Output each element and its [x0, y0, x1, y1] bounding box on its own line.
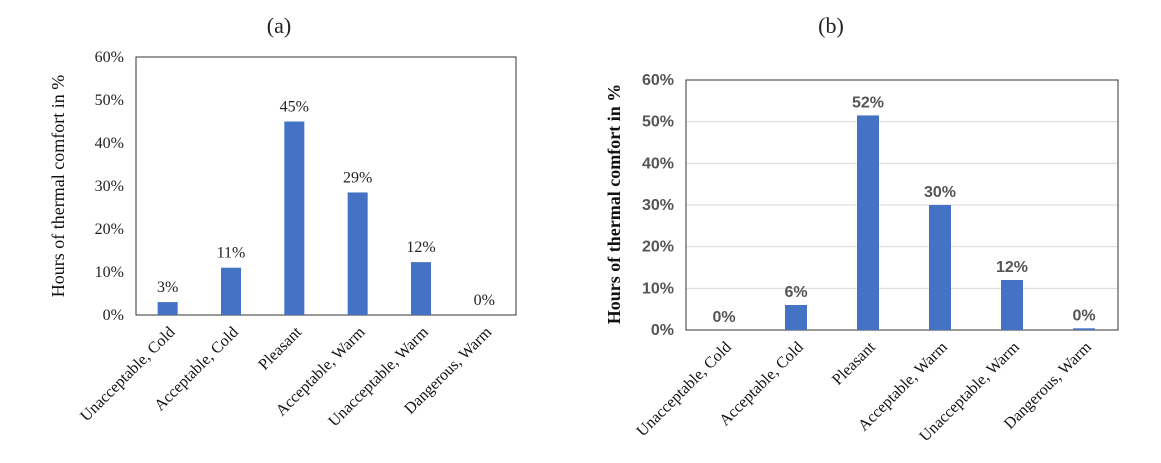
chart-a-data-label: 12% [406, 239, 435, 256]
chart-b-plot-frame [685, 79, 1119, 331]
chart-b-data-label: 0% [1072, 307, 1095, 324]
chart-b-bar [857, 115, 879, 331]
chart-b: (b) Hours of thermal comfort in % 0% 10% 2… [604, 13, 1119, 445]
chart-a-bar [347, 192, 368, 315]
chart-b-category-label: Unacceptable, Cold [634, 339, 735, 440]
chart-a-ytick-label: 10% [95, 264, 124, 281]
chart-b-data-label: 0% [712, 309, 735, 326]
chart-b-ylabel: Hours of thermal comfort in % [604, 84, 624, 324]
chart-b-ytick-label: 0% [651, 322, 674, 339]
chart-a-ylabel: Hours of thermal comfort in % [48, 75, 68, 297]
chart-b-ytick-label: 60% [642, 72, 674, 89]
chart-b-bar [929, 205, 951, 330]
chart-b-category-label: Pleasant [829, 338, 879, 388]
chart-a-ytick-label: 60% [95, 49, 124, 66]
chart-a: (a) Hours of thermal comfort in % 0% 10% 2… [48, 13, 517, 430]
chart-b-data-label: 52% [852, 94, 884, 111]
chart-a-category-label: Pleasant [255, 323, 305, 373]
chart-a-ytick-label: 50% [95, 92, 124, 109]
chart-b-data-label: 6% [784, 284, 807, 301]
chart-b-bar [1073, 328, 1095, 330]
chart-a-data-label: 3% [157, 279, 178, 296]
chart-b-ytick-label: 30% [642, 197, 674, 214]
chart-b-ytick-label: 20% [642, 239, 674, 256]
chart-a-title: (a) [267, 13, 291, 38]
chart-b-ytick-label: 10% [642, 280, 674, 297]
chart-a-ytick-label: 20% [95, 221, 124, 238]
chart-b-data-label: 12% [996, 259, 1028, 276]
chart-a-ytick-label: 0% [103, 307, 124, 324]
chart-a-bar [157, 302, 178, 315]
chart-a-bar [284, 121, 305, 315]
chart-b-ytick-label: 50% [642, 114, 674, 131]
chart-a-data-label: 45% [280, 99, 309, 116]
chart-b-bar [1001, 280, 1023, 330]
chart-a-data-label: 0% [474, 292, 495, 309]
chart-b-bar [785, 305, 807, 330]
chart-a-plot-frame [135, 56, 517, 316]
chart-a-ytick-label: 30% [95, 178, 124, 195]
chart-a-data-label: 29% [343, 169, 372, 186]
chart-a-ytick-label: 40% [95, 135, 124, 152]
chart-a-bar [411, 262, 431, 315]
chart-a-data-label: 11% [217, 245, 246, 262]
chart-b-title: (b) [818, 13, 844, 38]
chart-b-ytick-label: 40% [642, 155, 674, 172]
chart-a-bar [221, 267, 241, 315]
chart-b-data-label: 30% [924, 184, 956, 201]
